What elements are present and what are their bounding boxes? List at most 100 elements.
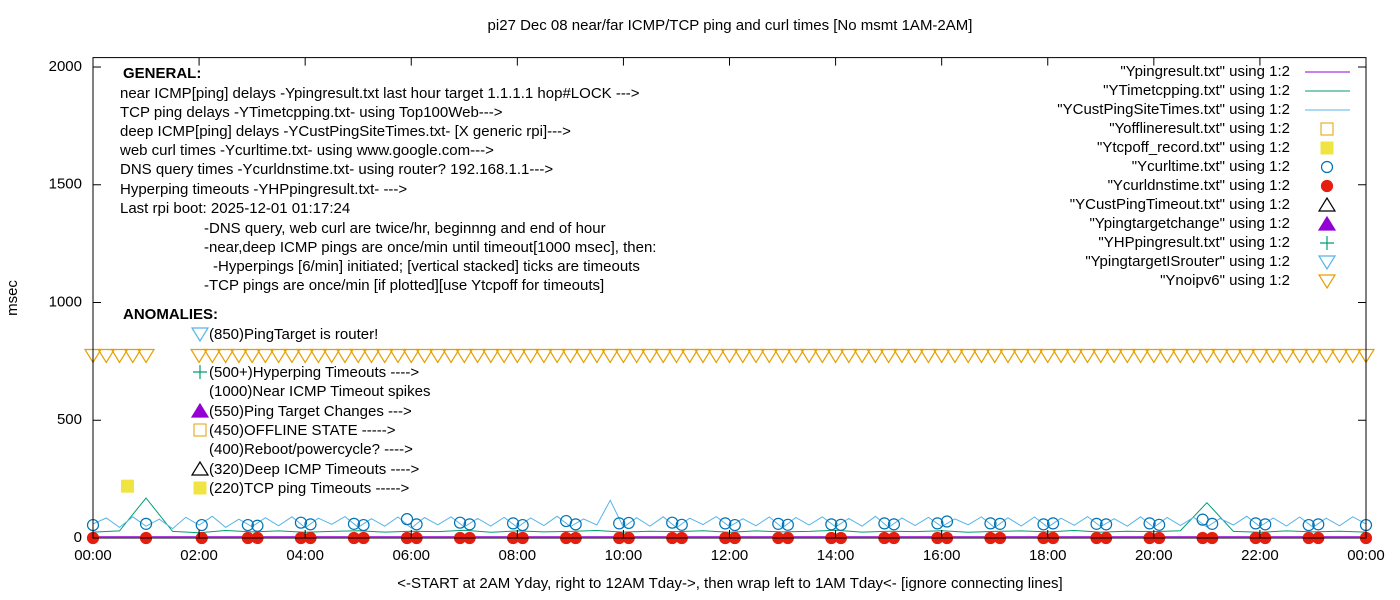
x-tick-label: 20:00: [1135, 547, 1173, 564]
marker-down-triangle: [985, 348, 1004, 364]
marker-circle: [195, 518, 208, 532]
x-axis-label: <-START at 2AM Yday, right to 12AM Tday-…: [397, 575, 1062, 592]
marker-down-triangle: [813, 348, 832, 364]
marker-down-triangle: [1158, 348, 1177, 364]
marker-down-triangle: [481, 348, 500, 364]
marker-circle: [834, 518, 847, 531]
marker-down-triangle: [1224, 348, 1243, 364]
marker-down-triangle: [627, 348, 646, 364]
marker-down-triangle: [123, 348, 142, 364]
marker-down-triangle: [1184, 348, 1203, 364]
marker-down-triangle: [1211, 348, 1230, 364]
marker-down-triangle: [309, 348, 328, 364]
marker-down-triangle: [601, 348, 620, 364]
marker-circle: [463, 518, 476, 531]
marker-square: [1320, 141, 1334, 155]
marker-circle: [728, 518, 741, 532]
marker-down-triangle: [746, 348, 766, 364]
marker-down-triangle: [1025, 348, 1044, 364]
marker-circle: [781, 518, 794, 531]
marker-circle: [622, 516, 635, 530]
marker-down-triangle: [733, 348, 752, 364]
marker-down-triangle: [680, 348, 699, 364]
y-tick-label: 1500: [49, 176, 82, 193]
marker-square: [120, 479, 134, 493]
marker-down-triangle: [455, 348, 474, 364]
marker-down-triangle: [839, 348, 858, 364]
legend-label: "Ypingresult.txt" using 1:2: [1120, 63, 1290, 80]
marker-down-triangle: [136, 348, 156, 364]
marker-down-triangle: [1277, 348, 1296, 364]
marker-down-triangle: [720, 348, 739, 364]
marker-down-triangle: [282, 348, 301, 364]
annotation: near ICMP[ping] delays -Ypingresult.txt …: [120, 85, 640, 102]
marker-circle: [1046, 517, 1060, 530]
legend-label: "Ypingtargetchange" using 1:2: [1089, 215, 1290, 232]
marker-down-triangle: [879, 348, 898, 364]
marker-down-triangle: [853, 348, 872, 364]
legend-label: "YpingtargetISrouter" using 1:2: [1085, 253, 1290, 270]
marker-down-triangle: [388, 348, 408, 364]
annotation: (1000)Near ICMP Timeout spikes: [209, 383, 430, 400]
marker-circle: [1143, 517, 1156, 530]
marker-down-triangle: [296, 348, 315, 364]
marker-circle: [1090, 517, 1103, 530]
marker-down-triangle: [1078, 348, 1097, 364]
annotation: deep ICMP[ping] delays -YCustPingSiteTim…: [120, 123, 571, 140]
marker-triangle: [1317, 196, 1337, 212]
marker-down-triangle: [1144, 348, 1163, 364]
annotation: Last rpi boot: 2025-12-01 01:17:24: [120, 200, 350, 217]
marker-down-triangle: [906, 348, 925, 364]
marker-down-triangle: [932, 348, 951, 364]
marker-down-triangle: [760, 348, 779, 364]
annotation: Hyperping timeouts -YHPpingresult.txt- -…: [120, 181, 407, 198]
marker-down-triangle: [349, 348, 368, 364]
marker-circle: [410, 518, 423, 531]
y-tick-label: 0: [74, 529, 82, 546]
marker-circle: [984, 517, 997, 530]
marker-plus: [1320, 236, 1334, 250]
annotation: (550)Ping Target Changes --->: [209, 403, 412, 420]
marker-down-triangle: [998, 348, 1018, 364]
marker-down-triangle: [1065, 348, 1084, 364]
marker-circle: [1206, 517, 1219, 530]
marker-down-triangle: [799, 348, 819, 364]
marker-circle: [772, 517, 785, 530]
marker-square: [193, 481, 207, 495]
marker-down-triangle: [441, 348, 461, 364]
marker-down-triangle: [1197, 348, 1216, 364]
annotation: (500+)Hyperping Timeouts ---->: [209, 364, 419, 381]
x-tick-label: 00:00: [74, 547, 112, 564]
marker-triangle: [190, 460, 210, 476]
marker-down-triangle: [919, 348, 938, 364]
marker-circle: [569, 518, 582, 531]
marker-down-triangle: [826, 348, 845, 364]
marker-down-triangle: [428, 348, 447, 364]
marker-circle: [1302, 518, 1315, 532]
x-tick-label: 16:00: [923, 547, 961, 564]
marker-down-triangle: [402, 348, 421, 364]
marker-circle: [1153, 518, 1166, 531]
x-tick-label: 02:00: [180, 547, 218, 564]
chart-title: pi27 Dec 08 near/far ICMP/TCP ping and c…: [488, 17, 973, 34]
marker-circle: [940, 515, 954, 528]
marker-down-triangle: [229, 348, 248, 364]
x-tick-label: 04:00: [286, 547, 324, 564]
marker-down-triangle: [256, 348, 275, 364]
legend-label: "Ytcpoff_record.txt" using 1:2: [1097, 139, 1290, 156]
marker-circle: [675, 518, 688, 531]
marker-circle: [357, 518, 370, 532]
marker-circle: [1320, 179, 1334, 193]
marker-circle: [719, 517, 732, 530]
x-tick-label: 12:00: [711, 547, 749, 564]
marker-down-triangle: [508, 348, 527, 364]
marker-down-triangle: [190, 348, 209, 364]
marker-circle: [1249, 517, 1262, 530]
legend-label: "YCustPingSiteTimes.txt" using 1:2: [1057, 101, 1290, 118]
y-tick-label: 500: [57, 411, 82, 428]
annotation: -DNS query, web curl are twice/hr, begin…: [204, 220, 606, 237]
marker-down-triangle: [866, 348, 885, 364]
marker-down-triangle: [773, 348, 792, 364]
marker-plus: [193, 365, 207, 379]
